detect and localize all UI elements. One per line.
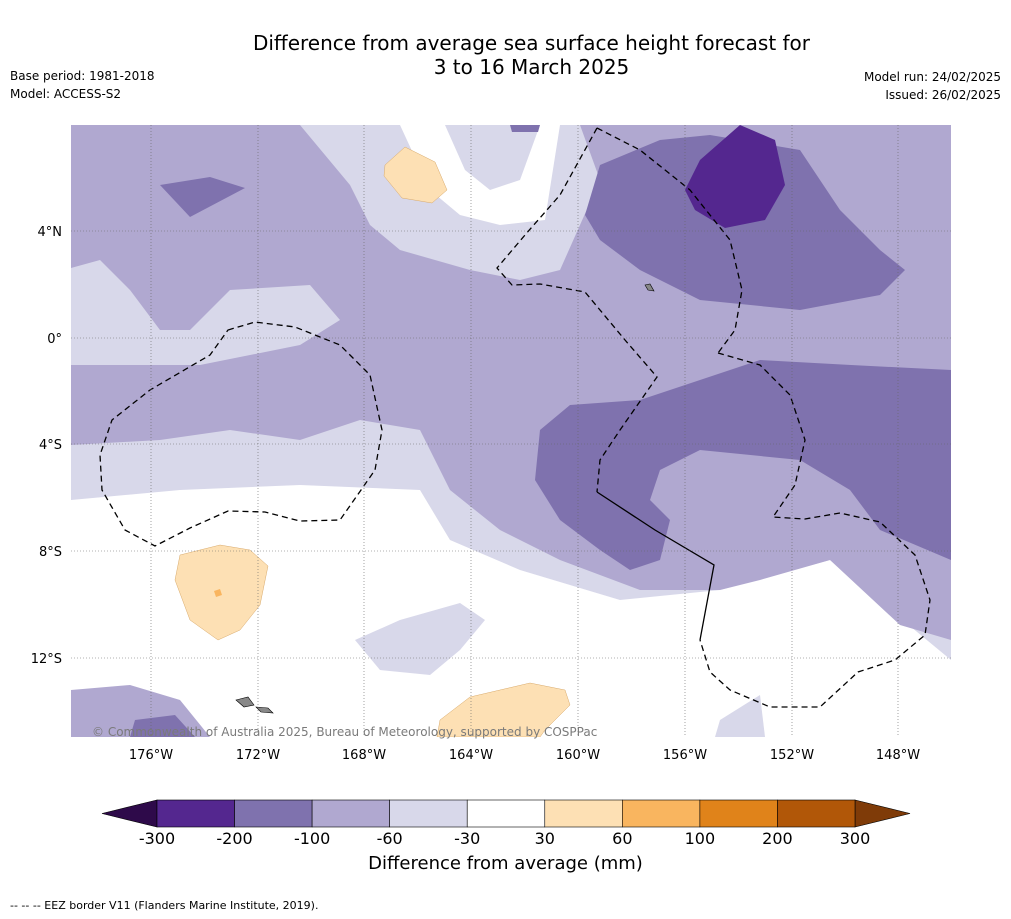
- colorbar-tick-label: -30: [454, 829, 480, 848]
- base-period: Base period: 1981-2018: [10, 69, 155, 83]
- colorbar-swatch: [156, 799, 235, 828]
- graticule: [71, 125, 951, 737]
- eez-borders: [99, 127, 931, 708]
- lon-label: 148°W: [876, 748, 920, 763]
- field-purple-sw: [130, 715, 195, 737]
- field-positive-core: [214, 589, 222, 597]
- eez-footnote: -- -- -- EEZ border V11 (Flanders Marine…: [10, 899, 319, 912]
- colorbar-swatch: [234, 799, 313, 828]
- colorbar-extend-low: [101, 799, 158, 828]
- colorbar-tick-label: 100: [685, 829, 716, 848]
- colorbar-swatch: [699, 799, 778, 828]
- island-kiritimati: [644, 283, 655, 292]
- lon-label: 164°W: [449, 748, 493, 763]
- field-positive-west: [174, 544, 269, 641]
- copyright-text: © Commonwealth of Australia 2025, Bureau…: [92, 725, 597, 739]
- meta-right: Model run: 24/02/2025 Issued: 26/02/2025: [864, 68, 1001, 104]
- longitude-labels: 176°W 172°W 168°W 164°W 160°W 156°W 152°…: [129, 748, 920, 763]
- colorbar-swatch: [544, 799, 623, 828]
- lat-label: 4°N: [38, 225, 63, 240]
- field-purple-tiny: [510, 125, 540, 132]
- field-positive-north: [383, 146, 448, 204]
- latitude-labels: 4°N 0° 4°S 8°S 12°S: [31, 225, 62, 667]
- title-line-2: 3 to 16 March 2025: [433, 55, 630, 79]
- meta-left: Base period: 1981-2018 Model: ACCESS-S2: [10, 67, 155, 103]
- model-run: Model run: 24/02/2025: [863, 70, 1001, 84]
- map-field: [71, 125, 951, 737]
- lat-label: 0°: [47, 332, 62, 347]
- colorbar-tick-label: -300: [139, 829, 175, 848]
- lon-label: 168°W: [342, 748, 386, 763]
- lat-label: 12°S: [31, 652, 62, 667]
- eez-solid-border: [596, 491, 715, 641]
- model-name: Model: ACCESS-S2: [10, 87, 122, 101]
- field-purple-south: [535, 360, 951, 570]
- colorbar-tick-label: 200: [762, 829, 793, 848]
- issued-date: Issued: 26/02/2025: [885, 88, 1001, 102]
- field-positive-south: [436, 682, 571, 737]
- colorbar-tick-label: -60: [377, 829, 403, 848]
- field-white-south: [71, 485, 951, 737]
- colorbar-tick-label: -100: [294, 829, 330, 848]
- lon-label: 152°W: [770, 748, 814, 763]
- title-line-1: Difference from average sea surface heig…: [252, 31, 811, 55]
- field-deep-purple: [685, 125, 785, 228]
- colorbar-swatch: [777, 799, 856, 828]
- field-white-north: [400, 125, 560, 225]
- field-light-patch-south: [355, 603, 485, 675]
- field-light-patch-se: [715, 695, 765, 737]
- lon-label: 172°W: [236, 748, 280, 763]
- lon-label: 160°W: [556, 748, 600, 763]
- field-purple-west: [160, 177, 245, 217]
- colorbar-swatch: [389, 799, 468, 828]
- colorbar-tick-label: 30: [535, 829, 555, 848]
- colorbar-tick-label: -200: [216, 829, 252, 848]
- lat-label: 8°S: [39, 545, 62, 560]
- colorbar-swatch: [466, 799, 546, 828]
- colorbar: -300 -200 -100 -60 -30 30 60 100 200 300: [101, 799, 911, 848]
- colorbar-tick-label: 60: [612, 829, 632, 848]
- lon-label: 176°W: [129, 748, 173, 763]
- colorbar-swatch: [311, 799, 390, 828]
- island-samoa-east: [255, 706, 274, 714]
- lon-label: 156°W: [663, 748, 707, 763]
- colorbar-tick-label: 300: [840, 829, 871, 848]
- map-title: Difference from average sea surface heig…: [0, 31, 1011, 79]
- colorbar-swatch: [622, 799, 701, 828]
- island-samoa: [235, 696, 255, 708]
- colorbar-extend-high: [854, 799, 911, 828]
- lat-label: 4°S: [39, 438, 62, 453]
- colorbar-title: Difference from average (mm): [368, 853, 643, 874]
